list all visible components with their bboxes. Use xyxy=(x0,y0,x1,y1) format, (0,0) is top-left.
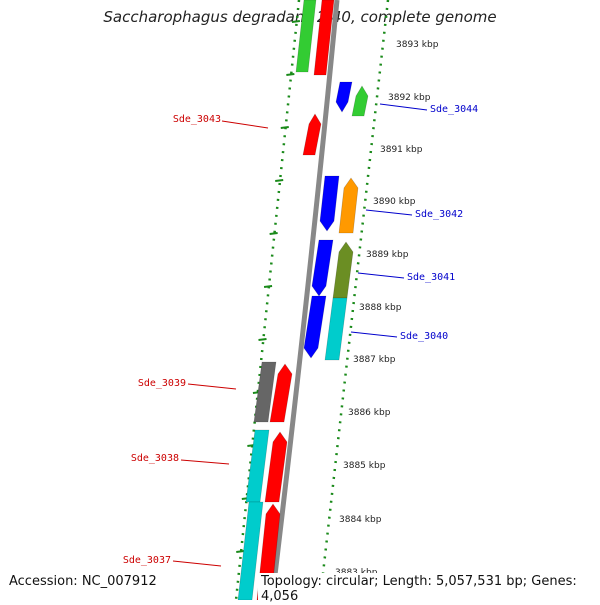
scale-tick-label: 3890 kbp xyxy=(373,197,416,207)
gene-feature xyxy=(335,81,353,113)
ring-tick xyxy=(269,232,278,235)
ring-tick xyxy=(275,179,284,182)
ring-tick xyxy=(263,285,273,288)
gene-leader-line xyxy=(365,209,413,216)
gene-label[interactable]: Sde_3043 xyxy=(173,114,221,125)
map-title: Saccharophagus degradans 2-40, complete … xyxy=(103,8,497,26)
gene-leader-line xyxy=(357,272,405,279)
scale-tick-label: 3889 kbp xyxy=(366,250,409,260)
gene-leader-line xyxy=(172,560,222,567)
topology-label: Topology: circular; Length: 5,057,531 bp… xyxy=(258,573,600,605)
inner-ring-dots xyxy=(234,0,301,600)
scale-tick-label: 3886 kbp xyxy=(348,408,391,418)
gene-leader-line xyxy=(379,103,428,111)
gene-feature xyxy=(303,295,327,359)
scale-tick-label: 3887 kbp xyxy=(353,355,396,365)
gene-leader-line xyxy=(221,120,269,129)
ring-tick xyxy=(291,20,301,23)
gene-leader-line xyxy=(350,331,398,338)
ring-tick xyxy=(258,338,267,341)
gene-feature xyxy=(332,241,354,299)
gene-feature xyxy=(237,501,264,600)
gene-label[interactable]: Sde_3040 xyxy=(400,331,448,342)
gene-label[interactable]: Sde_3037 xyxy=(123,555,171,566)
accession-label: Accession: NC_007912 xyxy=(6,573,160,590)
gene-feature xyxy=(245,429,270,503)
gene-feature xyxy=(302,113,322,156)
feature-track xyxy=(237,0,369,600)
scale-tick-label: 3888 kbp xyxy=(359,303,402,313)
gene-feature xyxy=(295,0,317,73)
scale-tick-label: 3884 kbp xyxy=(339,515,382,525)
gene-feature xyxy=(351,85,369,117)
ring-boundaries xyxy=(234,0,390,600)
gene-leader-line xyxy=(180,459,230,465)
ring-tick xyxy=(236,550,245,553)
gene-label[interactable]: Sde_3039 xyxy=(138,378,186,389)
gene-label[interactable]: Sde_3041 xyxy=(407,272,455,283)
gene-feature xyxy=(338,177,359,234)
scale-tick-label: 3892 kbp xyxy=(388,93,431,103)
gene-feature xyxy=(311,239,334,297)
gene-label[interactable]: Sde_3044 xyxy=(430,104,478,115)
gene-feature xyxy=(269,363,293,423)
gene-feature xyxy=(324,297,348,361)
scale-labels: 3893 kbp 3892 kbp 3891 kbp 3890 kbp 3889 kbp… xyxy=(335,40,439,578)
gene-feature xyxy=(313,0,335,76)
genome-backbone xyxy=(269,0,340,600)
gene-label[interactable]: Sde_3038 xyxy=(131,453,179,464)
backbone-line xyxy=(269,0,340,600)
gene-feature xyxy=(253,361,277,423)
scale-tick-label: 3885 kbp xyxy=(343,461,386,471)
scale-tick-label: 3891 kbp xyxy=(380,145,423,155)
scale-tick-label: 3893 kbp xyxy=(396,40,439,50)
ring-tick xyxy=(280,126,289,129)
gene-leader-line xyxy=(187,383,237,390)
gene-labels: Sde_3044 Sde_3043 Sde_3042 Sde_3041 Sde_3040… xyxy=(123,103,478,567)
gene-feature xyxy=(319,175,340,232)
gene-feature xyxy=(264,431,288,503)
ring-tick xyxy=(286,73,295,76)
gene-label[interactable]: Sde_3042 xyxy=(415,209,463,220)
